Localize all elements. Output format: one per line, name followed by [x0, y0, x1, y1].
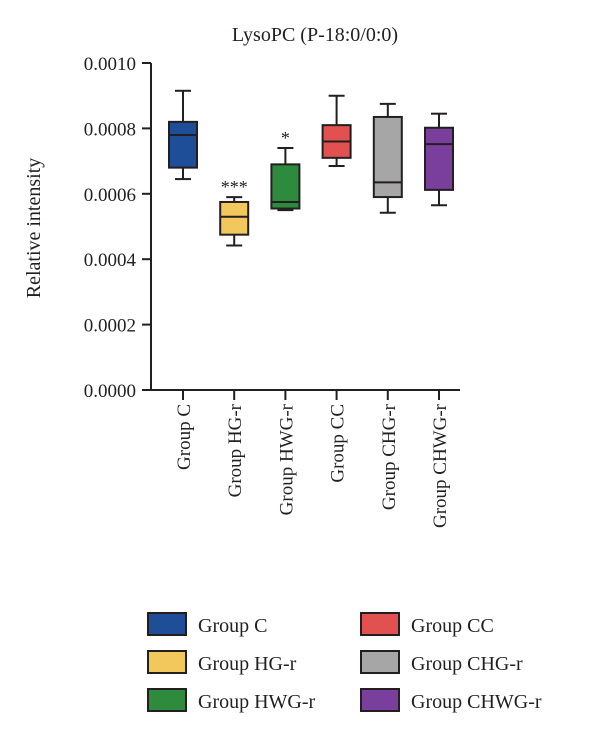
y-tick-label: 0.0002 — [84, 316, 136, 337]
axes — [150, 63, 460, 391]
box-group-chg-r — [372, 102, 403, 214]
legend-swatch — [147, 612, 187, 636]
y-tick-label: 0.0006 — [84, 185, 136, 206]
y-tick-label: 0.0010 — [84, 54, 136, 75]
legend-label: Group CHG-r — [411, 653, 523, 675]
legend-item: Group CHG-r — [360, 650, 523, 675]
box-group-hg-r: *** — [219, 177, 250, 247]
legend-swatch — [360, 688, 400, 712]
significance-marker: *** — [221, 177, 248, 197]
legend-swatch — [147, 650, 187, 674]
box-group-hwg-r: * — [270, 128, 301, 212]
legend-swatch — [147, 688, 187, 712]
y-ticks: 0.0000 0.0002 0.0004 0.0006 0.0008 0.0010 — [84, 54, 151, 402]
box-iqr — [168, 120, 198, 169]
legend-item: Group HG-r — [147, 650, 297, 675]
x-ticks: Group C Group HG-r Group HWG-r Group CC Grou… — [174, 390, 451, 528]
box-iqr — [372, 115, 403, 199]
y-tick-label: 0.0004 — [84, 250, 137, 271]
x-tick-label: Group C — [174, 404, 195, 470]
y-tick-label: 0.0000 — [84, 381, 136, 402]
legend-item: Group C — [147, 612, 267, 637]
y-tick-label: 0.0008 — [84, 119, 136, 140]
box-iqr — [424, 126, 454, 191]
boxes: **** — [168, 89, 454, 247]
legend-swatch — [360, 650, 400, 674]
x-tick-label: Group HWG-r — [276, 403, 297, 515]
box-group-chwg-r — [424, 112, 454, 207]
legend-item: Group CHWG-r — [360, 688, 542, 713]
legend-label: Group HG-r — [198, 653, 297, 675]
box-group-cc — [321, 94, 352, 168]
box-group-c — [168, 89, 198, 181]
legend-item: Group HWG-r — [147, 688, 316, 713]
legend-label: Group C — [198, 615, 267, 637]
legend-item: Group CC — [360, 612, 494, 637]
legend: Group C Group CC Group HG-r Group CHG-r Grou… — [147, 612, 542, 713]
y-axis-label: Relative intensity — [23, 158, 45, 299]
x-tick-label: Group CHG-r — [379, 403, 400, 510]
legend-label: Group CC — [411, 615, 494, 637]
x-tick-label: Group HG-r — [225, 403, 246, 497]
chart-title: LysoPC (P-18:0/0:0) — [232, 24, 398, 46]
box-iqr — [219, 200, 250, 236]
legend-swatch — [360, 612, 400, 636]
legend-label: Group CHWG-r — [411, 691, 542, 713]
x-tick-label: Group CC — [328, 404, 349, 483]
significance-marker: * — [281, 128, 290, 148]
legend-label: Group HWG-r — [198, 691, 316, 713]
x-tick-label: Group CHWG-r — [430, 403, 451, 528]
